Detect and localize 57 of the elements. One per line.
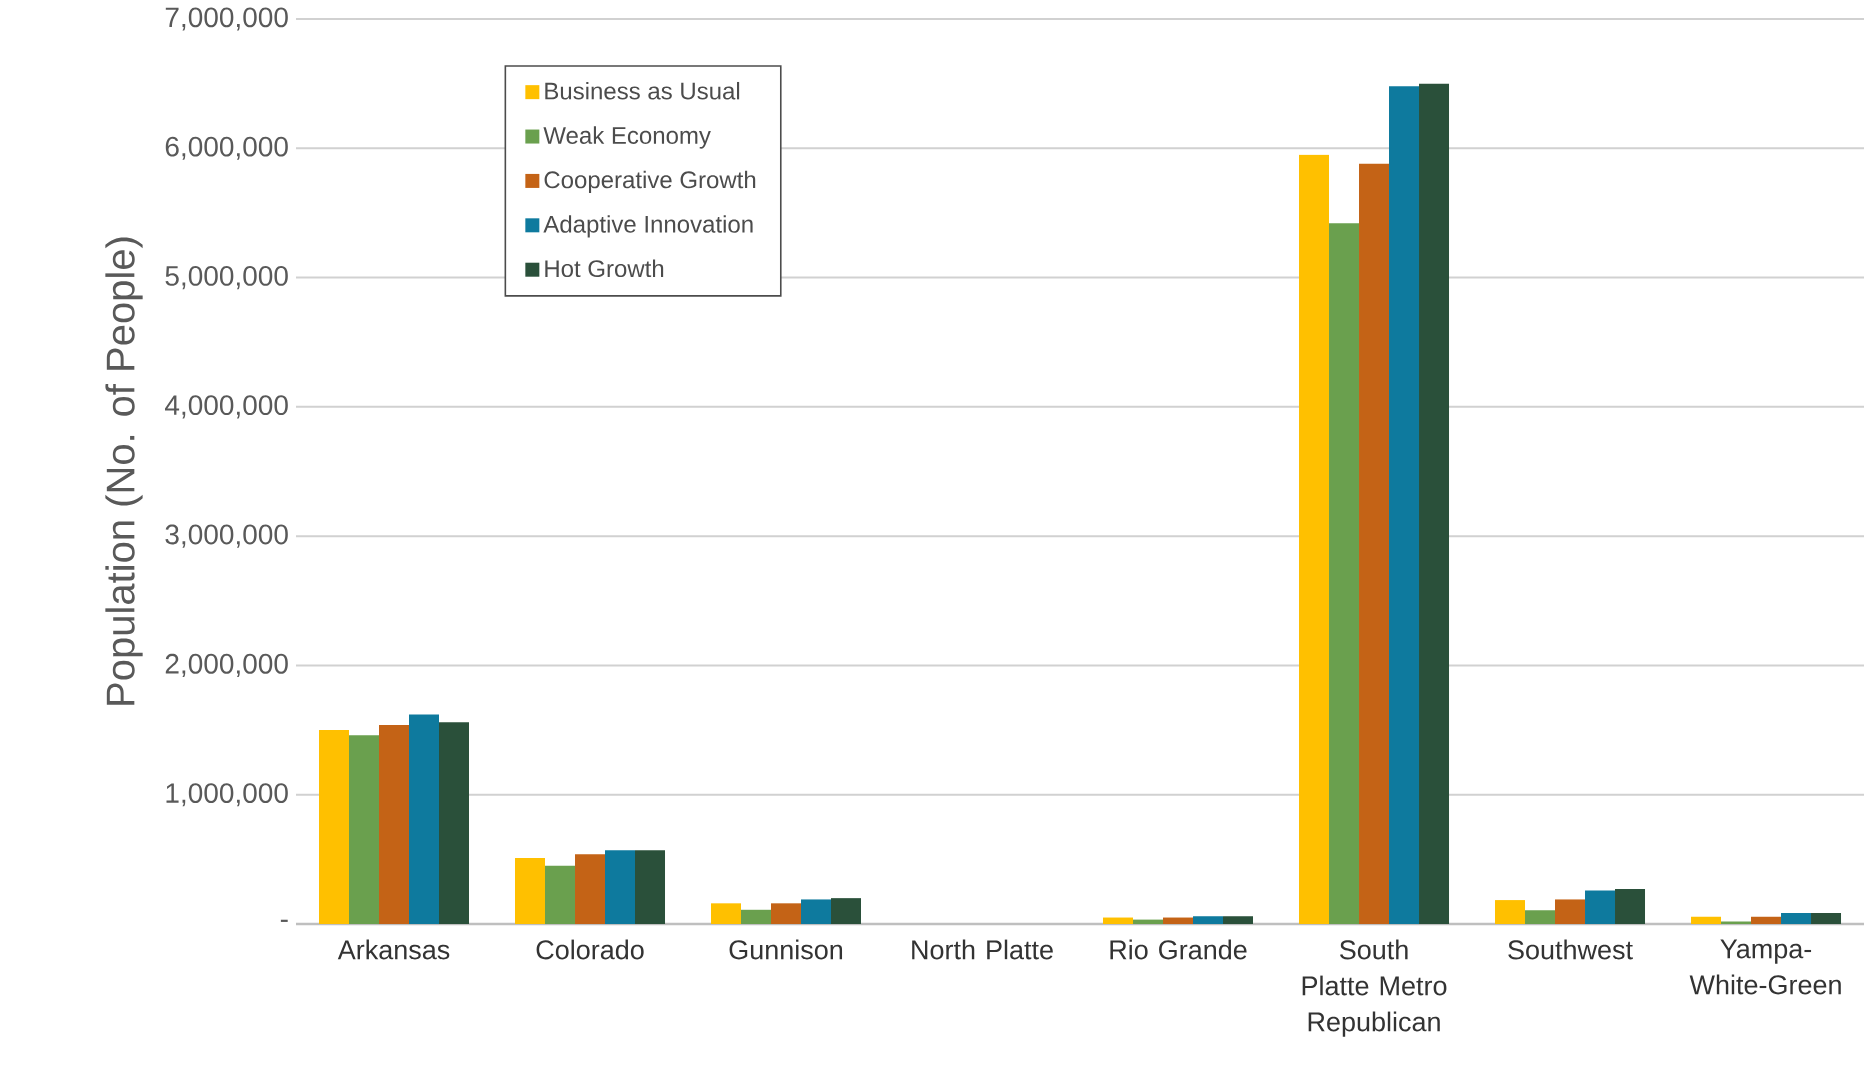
bar	[1585, 890, 1616, 924]
x-tick-label: Gunnison	[729, 939, 843, 960]
bar	[575, 854, 605, 924]
bar	[1721, 921, 1752, 924]
bar	[1359, 163, 1390, 924]
legend-label: Business as Usual	[545, 81, 740, 100]
bar	[1193, 916, 1224, 924]
bar	[515, 858, 546, 924]
bar	[635, 850, 666, 924]
x-tick-label: Colorado	[536, 939, 644, 960]
y-tick-label: -	[280, 919, 288, 922]
y-tick-label: 5,000,000	[165, 265, 288, 290]
bar	[741, 909, 772, 924]
x-tick-label: Yampa-White-Green	[1689, 939, 1841, 995]
bar	[1133, 919, 1164, 924]
bar	[1751, 916, 1782, 924]
bar	[1223, 916, 1254, 924]
legend-label: Weak Economy	[543, 126, 711, 149]
bar	[439, 722, 469, 924]
bar	[379, 724, 410, 924]
bar	[771, 903, 802, 924]
y-tick-label: 1,000,000	[166, 783, 288, 807]
bar	[1525, 910, 1556, 924]
x-tick-label: Arkansas	[337, 939, 450, 960]
y-tick-label: 3,000,000	[165, 524, 288, 548]
bar	[1163, 917, 1194, 924]
legend-label: Hot Growth	[545, 259, 664, 278]
x-tick-label: North Platte	[912, 939, 1053, 960]
bar	[1329, 223, 1360, 924]
legend-label: Cooperative Growth	[544, 170, 756, 194]
bar	[1299, 154, 1330, 924]
y-tick-label: 2,000,000	[165, 653, 288, 677]
y-tick-label: 6,000,000	[165, 136, 288, 160]
bar	[349, 735, 379, 924]
bar	[319, 730, 349, 924]
bar	[831, 898, 862, 924]
x-tick-label: Rio Grande	[1110, 939, 1247, 960]
x-tick-label: Southwest	[1508, 939, 1633, 960]
bar	[409, 714, 439, 924]
bar	[1555, 899, 1586, 924]
bar	[1781, 912, 1812, 924]
bar	[545, 865, 576, 924]
bar	[1691, 916, 1722, 924]
bar	[711, 903, 741, 924]
bar	[1615, 889, 1646, 924]
bar	[605, 850, 636, 924]
x-tick-label: South Platte Metro Republican	[1302, 939, 1447, 1037]
bar	[801, 899, 831, 924]
bar	[1495, 900, 1526, 924]
bar	[1103, 917, 1134, 924]
y-tick-label: 4,000,000	[165, 395, 288, 419]
bar	[1419, 83, 1450, 924]
bar	[1811, 912, 1842, 924]
y-axis-title: Population (No. of People)	[105, 237, 143, 705]
legend-label: Adaptive Innovation	[543, 215, 753, 238]
y-tick-label: 7,000,000	[165, 7, 288, 31]
bar	[1389, 86, 1420, 924]
